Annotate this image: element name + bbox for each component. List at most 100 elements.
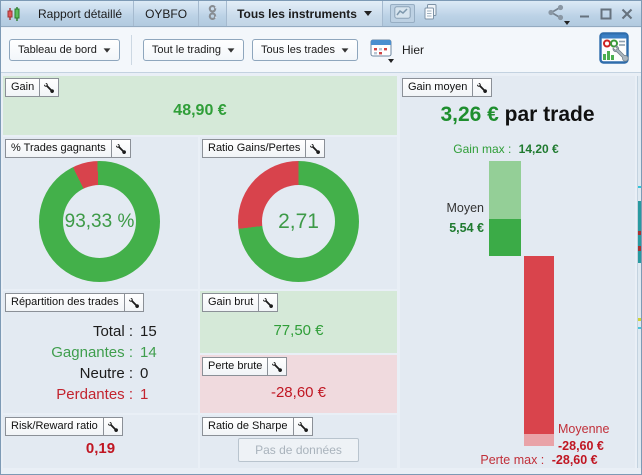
wrench-icon [272, 361, 283, 372]
chevron-down-icon [564, 20, 570, 25]
row-label: Total : [92, 323, 133, 340]
row-value: 15 [140, 323, 157, 340]
trading-filter-label: Tout le trading [151, 44, 222, 56]
window-controls [547, 1, 641, 26]
chevron-down-icon [103, 47, 111, 53]
repartition-row-total: Total : 15 [13, 321, 170, 342]
dashboard-settings-button[interactable] [599, 31, 629, 69]
trading-filter-button[interactable]: Tout le trading [142, 39, 245, 61]
panel-gain-moyen-settings-button[interactable] [473, 78, 493, 97]
wrench-icon [263, 297, 274, 308]
link-icon [205, 4, 220, 24]
panel-sharpe-title: Ratio de Sharpe [202, 417, 294, 436]
tab-rapport-detaille[interactable]: Rapport détaillé [27, 1, 135, 26]
panel-pct-trades-gagnants: % Trades gagnants 93,33 % [3, 137, 198, 289]
link-instrument-button[interactable] [199, 1, 228, 26]
panel-gain-brut-title: Gain brut [202, 293, 260, 312]
ratio-value: 2,71 [278, 209, 319, 233]
panel-gain-brut-settings-button[interactable] [259, 293, 279, 312]
moyenne-label: Moyenne [558, 422, 610, 436]
date-range-button[interactable] [370, 38, 394, 63]
panel-gain-brut: Gain brut 77,50 € [200, 291, 397, 353]
clipped-panel-edge [637, 76, 641, 468]
row-value: 1 [140, 386, 149, 403]
gain-max-bar [489, 161, 521, 219]
chart-view-button[interactable] [389, 4, 415, 23]
gain-moyen-value: 3,26 € [440, 103, 499, 126]
row-value: 14 [140, 344, 157, 361]
gain-max-label: Gain max : [453, 142, 512, 156]
gain-moyen-bar [489, 219, 521, 256]
panel-sharpe-settings-button[interactable] [293, 417, 313, 436]
instrument-selector[interactable]: Tous les instruments [227, 1, 383, 26]
wrench-icon [310, 143, 321, 154]
dashboard-select-button[interactable]: Tableau de bord [9, 39, 120, 61]
wrench-icon [477, 82, 488, 93]
title-bar: Rapport détaillé OYBFO Tous les instrume… [1, 1, 641, 27]
perte-max-label: Perte max : [480, 453, 545, 467]
row-value: 0 [140, 365, 149, 382]
panel-gain-moyen: Gain moyen 3,26 € par trade Gain max : 1… [400, 76, 635, 468]
tab-label: OYBFO [145, 6, 188, 21]
share-button[interactable] [547, 4, 570, 25]
ratio-donut-chart: 2,71 [238, 161, 359, 282]
panel-risk-reward-title: Risk/Reward ratio [5, 417, 104, 436]
panel-ratio-sharpe: Ratio de Sharpe Pas de données [200, 415, 397, 468]
gain-value: 48,90 € [173, 101, 227, 119]
toolbar-separator [130, 35, 132, 65]
gain-max-line: Gain max : 14,20 € [400, 142, 612, 156]
trades-filter-button[interactable]: Tous les trades [252, 39, 358, 61]
wrench-icon [115, 143, 126, 154]
panel-pct-title: % Trades gagnants [5, 139, 112, 158]
tab-instrument-oybfo[interactable]: OYBFO [134, 1, 200, 26]
pct-trades-donut-chart: 93,33 % [39, 161, 160, 282]
panel-pct-settings-button[interactable] [111, 139, 131, 158]
panel-repartition-title: Répartition des trades [5, 293, 125, 312]
pct-trades-value: 93,33 % [64, 210, 135, 232]
row-label: Perdantes : [56, 386, 133, 403]
perte-max-bar [524, 434, 554, 446]
repartition-row-gagnantes: Gagnantes : 14 [13, 342, 170, 363]
close-button[interactable] [618, 5, 635, 23]
panel-perte-brute-title: Perte brute [202, 357, 269, 376]
dashboard-select-label: Tableau de bord [18, 44, 97, 56]
panel-perte-brute-settings-button[interactable] [268, 357, 288, 376]
moyenne-value: -28,60 € [558, 439, 604, 453]
panel-gain-settings-button[interactable] [40, 78, 60, 97]
perte-max-value: -28,60 € [551, 453, 598, 467]
row-label: Gagnantes : [51, 344, 133, 361]
repartition-row-neutre: Neutre : 0 [13, 363, 170, 384]
panel-repartition-settings-button[interactable] [124, 293, 144, 312]
date-range-label: Hier [402, 43, 425, 57]
maximize-button[interactable] [597, 5, 614, 23]
minimize-button[interactable] [576, 5, 593, 23]
gain-brut-value: 77,50 € [273, 321, 324, 339]
chevron-down-icon [388, 58, 394, 63]
copy-report-button[interactable] [422, 3, 439, 24]
chevron-down-icon [227, 47, 235, 53]
panel-ratio-title: Ratio Gains/Pertes [202, 139, 307, 158]
chevron-down-icon [363, 11, 372, 16]
panel-risk-reward: Risk/Reward ratio 0,19 [3, 415, 198, 468]
repartition-row-perdantes: Perdantes : 1 [13, 384, 170, 405]
panel-gain: Gain 48,90 € [3, 76, 397, 135]
panel-risk-reward-settings-button[interactable] [103, 417, 123, 436]
gain-max-value: 14,20 € [518, 142, 559, 156]
tab-label: Rapport détaillé [38, 6, 123, 21]
dashboard-content: Gain 48,90 € % Trades gagnants 93,33 % [1, 73, 641, 474]
panel-gain-title: Gain [5, 78, 41, 97]
panel-repartition: Répartition des trades Total : 15 Gagnan… [3, 291, 198, 413]
risk-reward-value: 0,19 [85, 440, 116, 457]
calendar-icon [370, 38, 392, 63]
trades-filter-label: Tous les trades [261, 44, 335, 56]
panel-ratio-settings-button[interactable] [306, 139, 326, 158]
panel-perte-brute: Perte brute -28,60 € [200, 355, 397, 413]
moyen-value: 5,54 € [449, 221, 484, 235]
perte-max-line: Perte max : -28,60 € [434, 453, 641, 467]
perte-brute-value: -28,60 € [270, 383, 327, 401]
candlestick-icon [1, 1, 27, 26]
chevron-down-icon [341, 47, 349, 53]
gain-moyen-headline: 3,26 € par trade [400, 103, 635, 127]
dashboard-settings-icon [599, 31, 629, 64]
